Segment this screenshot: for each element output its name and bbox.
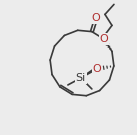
- Text: Si: Si: [76, 73, 86, 83]
- Text: O: O: [92, 13, 100, 23]
- Text: O: O: [100, 34, 109, 44]
- Text: O: O: [92, 64, 101, 74]
